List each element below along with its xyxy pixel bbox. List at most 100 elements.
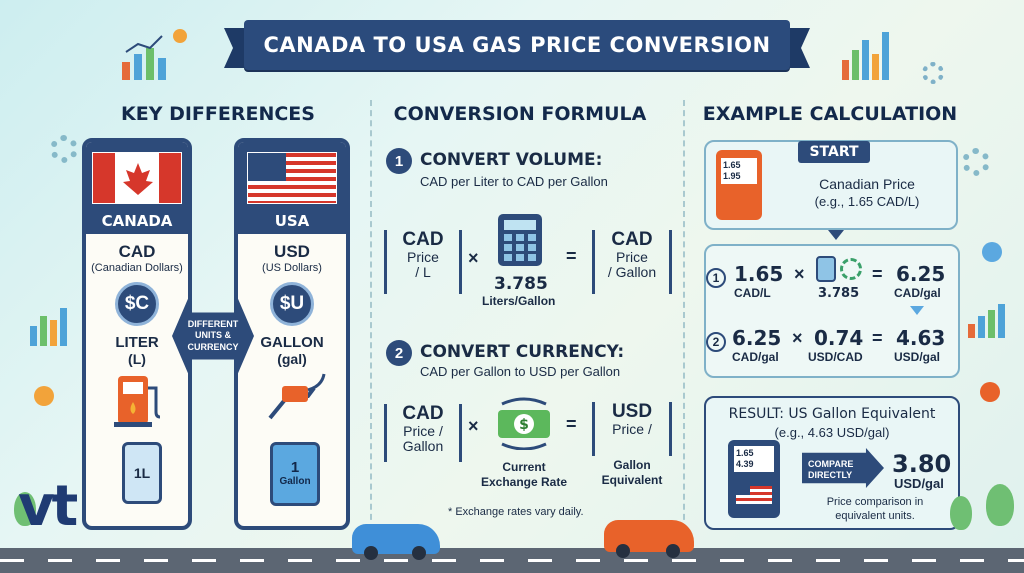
- usa-flag-icon: [247, 152, 337, 204]
- step2-right-4: Equivalent: [601, 473, 663, 487]
- diff-line-2: UNITS &: [195, 330, 231, 341]
- row2-equals: =: [872, 328, 883, 348]
- step1-factor-label: Liters/Gallon: [482, 294, 556, 308]
- step2-left-bracket: CAD Price / Gallon: [384, 404, 462, 462]
- coin-cad: $C: [115, 282, 159, 326]
- gas-pump-icon-usa: 1.65 4.39: [728, 440, 780, 518]
- step1-left-2: Price: [407, 248, 439, 265]
- step1-left-1: CAD: [402, 229, 444, 250]
- gas-pump-icon-start: 1.65 1.95: [716, 150, 762, 220]
- step1-left-bracket: CAD Price / L: [384, 230, 462, 294]
- pump2-line-1: 1.65: [736, 448, 754, 458]
- pump2-line-2: 4.39: [736, 458, 754, 469]
- jug-number: 1: [290, 459, 300, 476]
- down-arrow-icon: [828, 230, 844, 240]
- step-number-1: 1: [386, 148, 412, 174]
- unit-gallon: GALLON: [260, 334, 324, 351]
- jug-label: Gallon: [279, 476, 311, 487]
- section-conversion-formula: CONVERSION FORMULA: [393, 103, 647, 125]
- divider: [370, 100, 372, 530]
- row1-equals: =: [872, 264, 883, 284]
- row2-value-b: 0.74: [814, 326, 864, 350]
- road: [0, 548, 1024, 573]
- times-sign: ×: [468, 248, 479, 268]
- currency-usd: USD: [274, 242, 310, 261]
- bar-chart-icon-right: [842, 32, 889, 80]
- unit-abbr-liter: (L): [128, 351, 146, 367]
- step1-left-3: / L: [415, 263, 431, 280]
- factor-label-1: Current: [502, 460, 546, 474]
- diff-line-1: DIFFERENT: [187, 319, 239, 329]
- row1-result-unit: CAD/gal: [894, 286, 941, 300]
- bottle-label: 1L: [133, 465, 151, 481]
- row1-times: ×: [794, 264, 805, 284]
- exchange-note: * Exchange rates vary daily.: [448, 506, 584, 518]
- step2-right-2: Price /: [612, 420, 652, 437]
- caption-line-2: equivalent units.: [835, 509, 915, 522]
- step2-right-sub: Gallon Equivalent: [590, 458, 674, 488]
- compare-line-1: COMPARE: [808, 459, 854, 469]
- down-arrow-small-icon: [910, 306, 924, 315]
- row2-unit-b: USD/CAD: [808, 350, 863, 364]
- coin-icon-right: [980, 382, 1000, 402]
- canadian-price-label: Canadian Price: [819, 176, 915, 192]
- exchange-cycle-icon: [840, 258, 862, 280]
- step2-left-1: CAD: [402, 403, 444, 424]
- canadian-price-eg: (e.g., 1.65 CAD/L): [814, 194, 920, 209]
- step2-right-1: USD: [611, 401, 653, 422]
- result-caption: Price comparison in equivalent units.: [800, 496, 950, 524]
- row1-number: 1: [706, 268, 726, 288]
- final-value: 3.80: [892, 450, 952, 478]
- calculator-icon: [498, 214, 542, 266]
- gear-icon: [922, 62, 944, 84]
- step1-right-1: CAD: [611, 229, 653, 250]
- car-blue-icon: [352, 524, 440, 560]
- divider: [683, 100, 685, 530]
- unit-liter: LITER: [115, 334, 159, 351]
- pump-line-2: 1.95: [723, 170, 741, 181]
- step2-desc: CAD per Gallon to USD per Gallon: [420, 364, 621, 379]
- bar-chart-icon: [122, 29, 187, 80]
- caption-line-1: Price comparison in: [826, 496, 924, 508]
- car-orange-icon: [604, 520, 694, 558]
- vt-logo: vt: [18, 474, 78, 539]
- gas-pump-icon: [114, 376, 161, 427]
- row1-result: 6.25: [896, 262, 946, 286]
- result-eg: (e.g., 4.63 USD/gal): [774, 425, 890, 440]
- step1-right-3: / Gallon: [607, 263, 657, 280]
- currency-full-usd: (US Dollars): [262, 262, 322, 274]
- row1-unit-a: CAD/L: [734, 286, 771, 300]
- step1-right-2: Price: [616, 248, 648, 265]
- gear-icon-left: [50, 135, 78, 163]
- gallon-jug-icon: 1 Gallon: [270, 442, 320, 506]
- step-number-2: 2: [386, 340, 412, 366]
- start-label: START: [798, 141, 870, 163]
- row1-value-a: 1.65: [734, 262, 784, 286]
- final-unit: USD/gal: [894, 476, 944, 491]
- row2-times: ×: [792, 328, 803, 348]
- step2-factor-label: Current Exchange Rate: [474, 460, 574, 490]
- step1-factor: 3.785: [494, 274, 548, 294]
- row2-unit-a: CAD/gal: [732, 350, 779, 364]
- times-sign-2: ×: [468, 416, 479, 436]
- pump-line-1: 1.65: [723, 160, 741, 170]
- row1-value-b: 3.785: [818, 286, 860, 301]
- canada-flag-icon: [92, 152, 182, 204]
- unit-abbr-gallon: (gal): [277, 351, 307, 367]
- gear-icon-right: [962, 148, 990, 176]
- step2-right-bracket: USD Price /: [592, 402, 672, 456]
- coin-icon: [34, 386, 54, 406]
- equals-sign-2: =: [566, 414, 577, 434]
- step2-right-3: Gallon: [613, 458, 651, 472]
- tree-icon: [950, 496, 972, 530]
- row2-value-a: 6.25: [732, 326, 782, 350]
- money-exchange-icon: $: [498, 397, 550, 450]
- row2-result: 4.63: [896, 326, 946, 350]
- step1-title: CONVERT VOLUME:: [420, 150, 603, 170]
- fuel-nozzle-icon: [268, 373, 326, 420]
- tree-icon: [14, 492, 36, 526]
- compare-line-2: DIRECTLY: [808, 469, 853, 480]
- step2-left-3: Gallon: [402, 437, 444, 454]
- country-label-canada: CANADA: [101, 212, 173, 230]
- info-dot-icon: [982, 242, 1002, 262]
